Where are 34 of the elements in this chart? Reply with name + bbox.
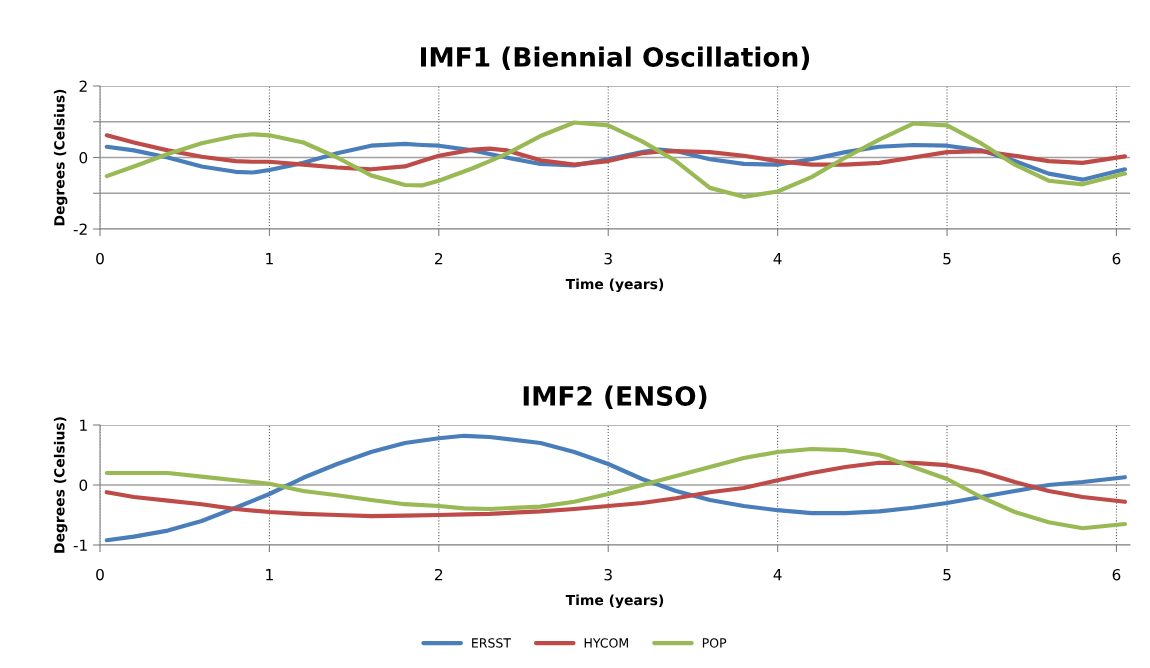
- x-tick-label: 6: [1112, 568, 1121, 581]
- x-tick-label: 5: [943, 569, 951, 581]
- line-series: [104, 433, 1128, 543]
- x-tick-label: 2: [435, 568, 443, 581]
- legend-label: ERSST: [472, 638, 512, 648]
- x-tick-label: 2: [435, 252, 443, 265]
- y-tick-label: -1: [73, 539, 87, 551]
- x-tick-label: 3: [604, 568, 612, 581]
- line-series: [104, 460, 1128, 519]
- x-tick-label: 1: [266, 253, 273, 265]
- chart-title: IMF1 (Biennial Oscillation): [421, 46, 810, 71]
- line-series: [104, 446, 1128, 531]
- x-tick-label: 6: [1112, 252, 1121, 265]
- y-tick-label: 1: [80, 419, 87, 431]
- y-tick-label: 2: [79, 80, 87, 92]
- x-tick-label: 0: [96, 252, 104, 265]
- x-tick-label: 3: [604, 252, 612, 265]
- y-tick-label: 0: [79, 151, 88, 164]
- y-axis-title: Degrees (Celsius): [53, 417, 68, 553]
- x-axis-title: Time (years): [565, 594, 664, 609]
- legend-label: HYCOM: [584, 638, 628, 648]
- x-tick-label: 1: [266, 569, 273, 581]
- x-tick-label: 4: [773, 569, 782, 581]
- line-series: [104, 120, 1128, 199]
- legend-label: POP: [702, 638, 727, 648]
- x-axis-title: Time (years): [565, 278, 664, 293]
- x-tick-label: 4: [773, 253, 782, 265]
- y-tick-label: 0: [79, 479, 88, 492]
- chart-title: IMF2 (ENSO): [523, 385, 707, 410]
- x-tick-label: 5: [943, 253, 951, 265]
- line-series: [104, 133, 1128, 172]
- y-axis-title: Degrees (Celsius): [53, 89, 68, 226]
- y-tick-label: -2: [73, 223, 87, 235]
- x-tick-label: 0: [96, 568, 104, 581]
